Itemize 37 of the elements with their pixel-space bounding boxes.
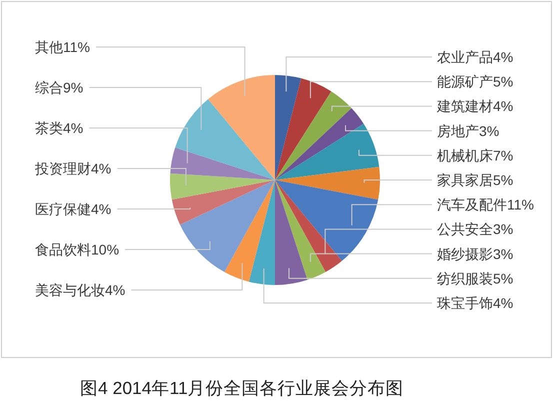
slice-label: 婚纱摄影3% bbox=[437, 246, 514, 262]
pie-slice bbox=[275, 108, 364, 180]
pie-slice bbox=[175, 99, 275, 180]
slice-label: 美容与化妆4% bbox=[35, 282, 126, 298]
pie-slice bbox=[172, 180, 275, 225]
slice-label: 公共安全3% bbox=[437, 221, 514, 238]
slice-label: 其他11% bbox=[35, 39, 90, 56]
slice-label: 投资理财4% bbox=[34, 160, 112, 177]
slice-label: 机械机床7% bbox=[437, 147, 514, 164]
pie-slice bbox=[275, 78, 332, 180]
pie-slice bbox=[275, 91, 352, 180]
slice-label: 综合9% bbox=[35, 80, 84, 96]
slice-label: 珠宝手饰4% bbox=[437, 295, 514, 312]
pie-slice bbox=[275, 180, 308, 285]
pie-slice bbox=[180, 180, 275, 272]
slice-label: 建筑建材4% bbox=[436, 98, 514, 114]
pie-slice bbox=[275, 75, 302, 180]
slice-label: 汽车及配件11% bbox=[437, 196, 534, 213]
slice-label: 能源矿产5% bbox=[437, 74, 514, 90]
pie-slice bbox=[208, 75, 275, 180]
slice-label: 家具家居5% bbox=[437, 172, 514, 188]
pie-slice bbox=[224, 180, 275, 282]
slice-label: 茶类4% bbox=[35, 120, 84, 136]
slice-label: 农业产品4% bbox=[437, 49, 514, 66]
pie-slice bbox=[170, 173, 275, 200]
slice-label: 医疗保健4% bbox=[35, 201, 112, 218]
pie-slice bbox=[248, 180, 275, 285]
pie-slice bbox=[275, 124, 380, 180]
text: 图4 2014年11月份全国各行业展会分布图 bbox=[80, 378, 404, 398]
pie-slice bbox=[275, 180, 342, 272]
pie-slice bbox=[275, 180, 326, 280]
pie-slice bbox=[275, 180, 378, 261]
slice-label: 纺织服装5% bbox=[437, 270, 514, 286]
slice-label: 房地产3% bbox=[437, 122, 500, 139]
slice-label: 食品饮料10% bbox=[35, 242, 120, 258]
pie-slice bbox=[170, 148, 275, 180]
pie-slice bbox=[275, 166, 380, 200]
